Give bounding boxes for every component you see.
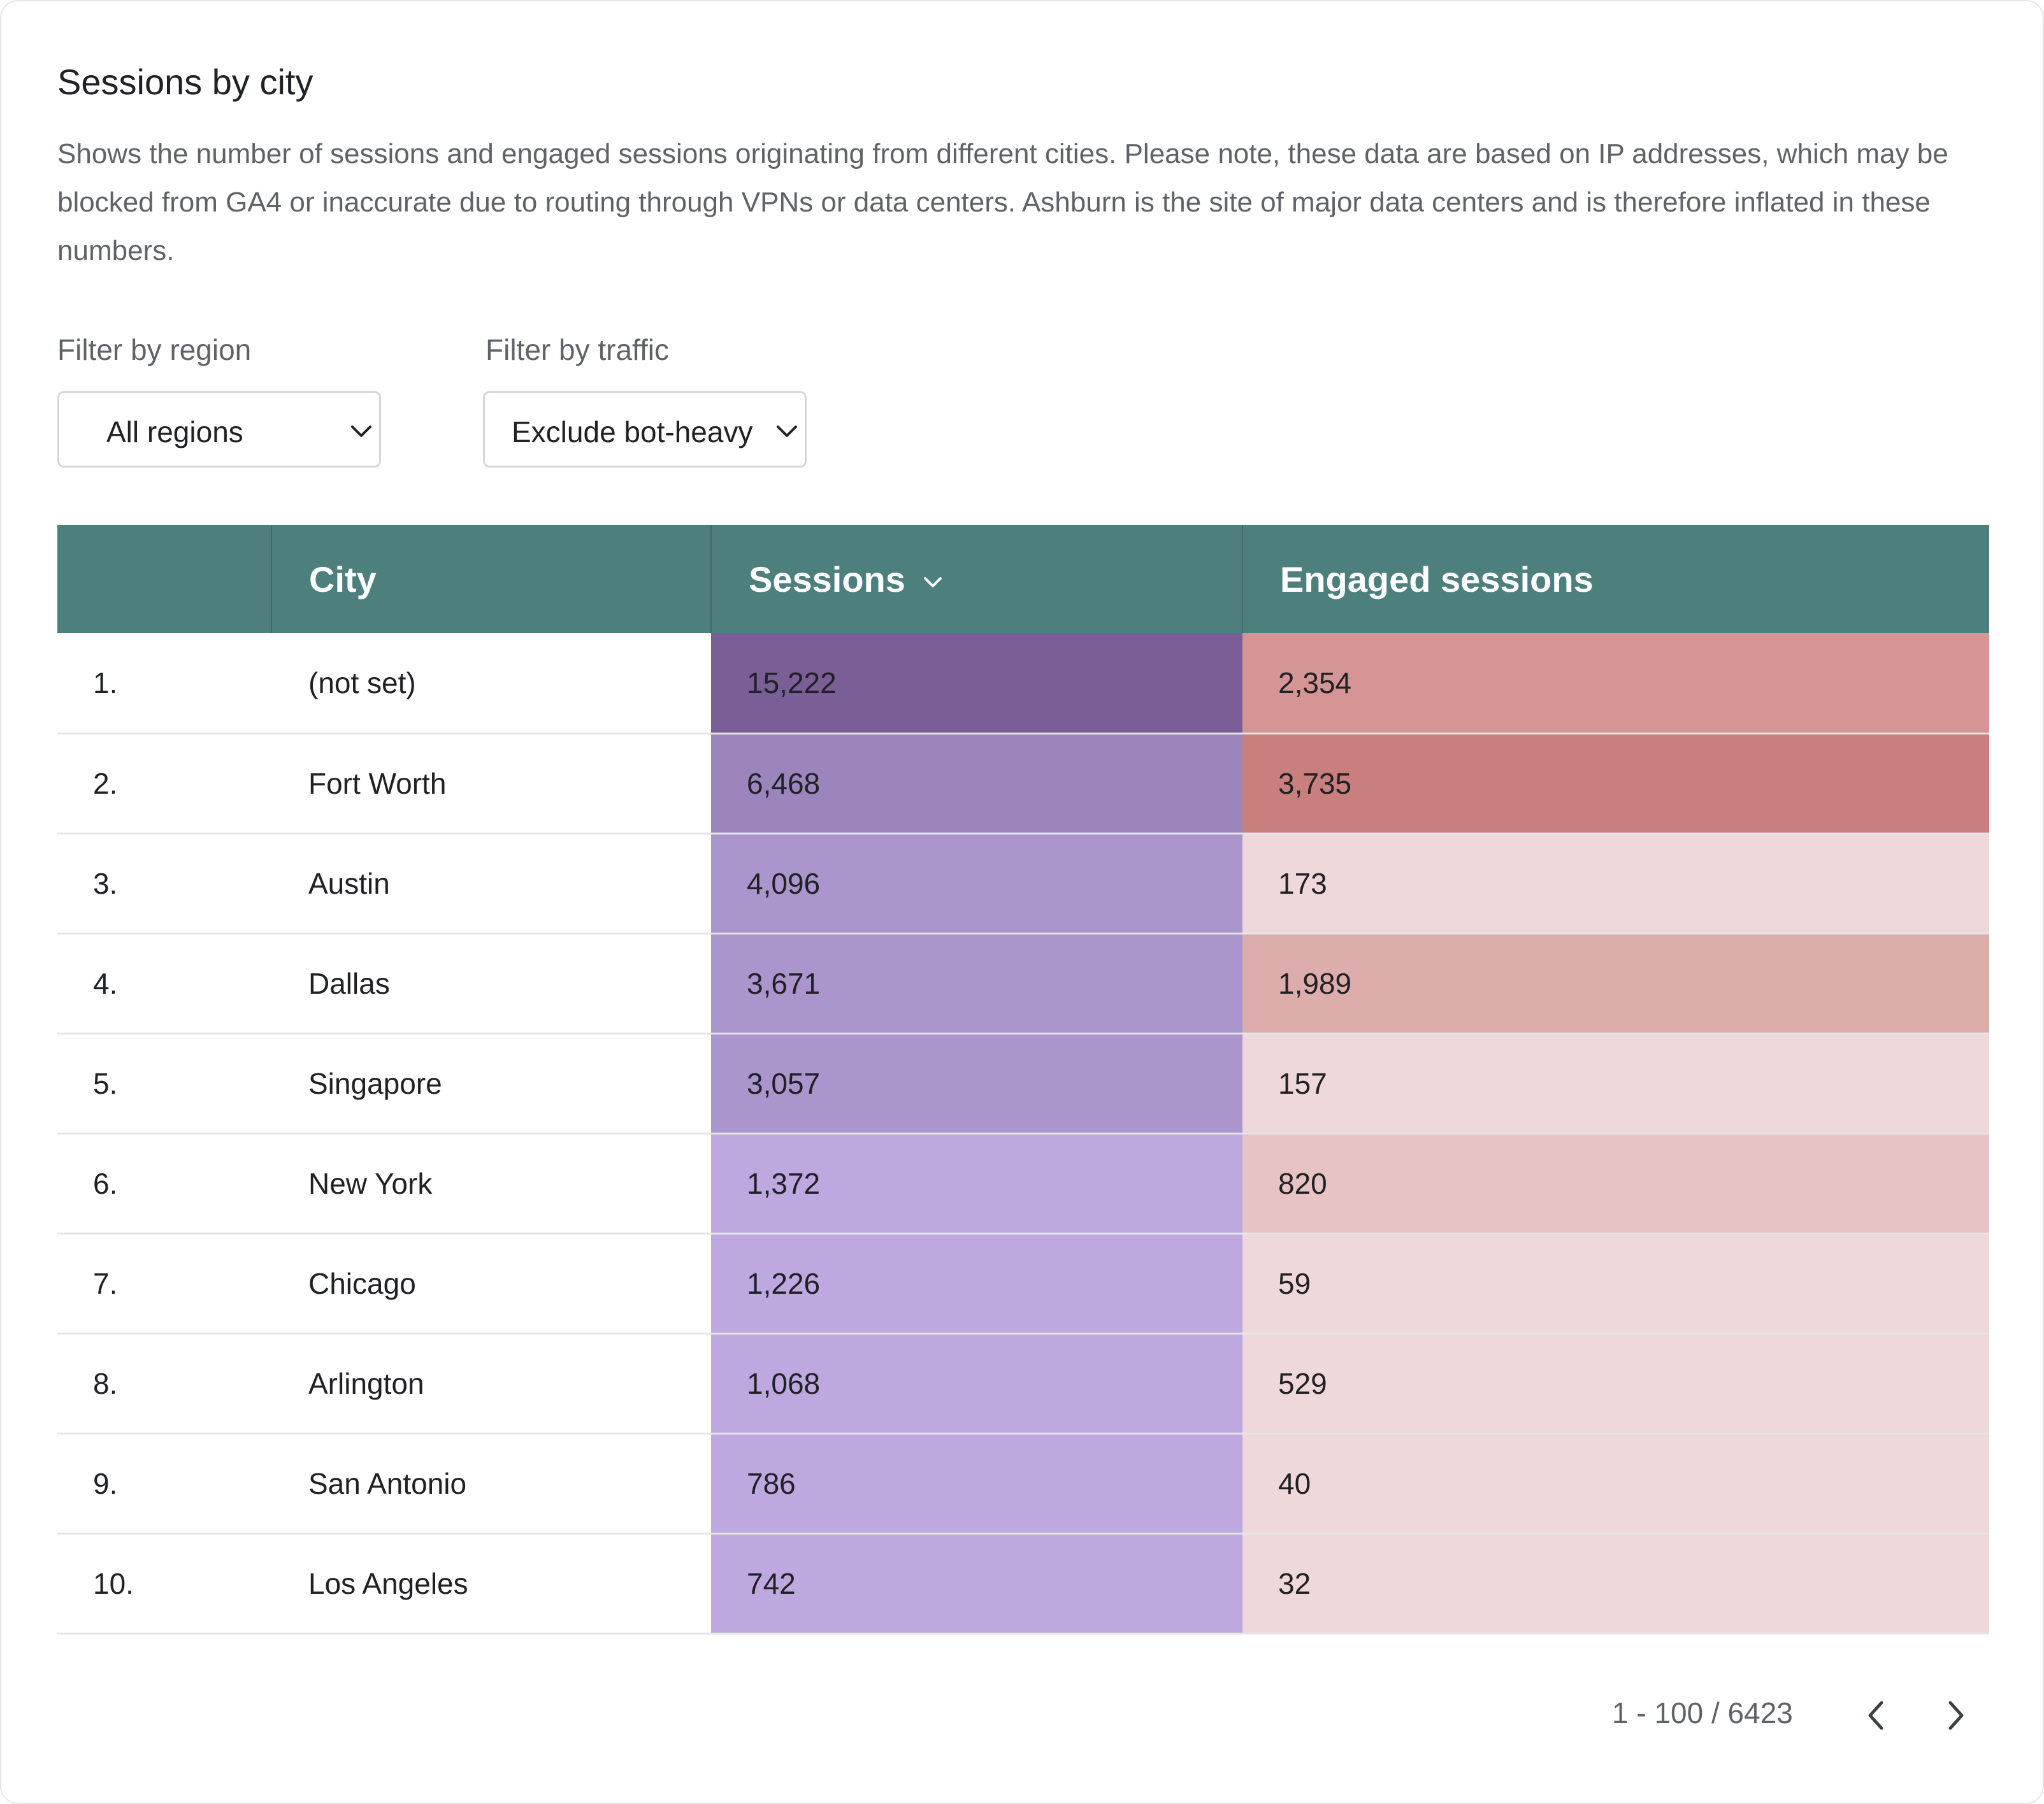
sessions-cell: 742 [711, 1533, 1242, 1635]
card-description: Shows the number of sessions and engaged… [57, 138, 1948, 266]
city-cell: Fort Worth [271, 733, 711, 834]
rank-cell: 1. [57, 633, 271, 734]
rank-cell: 5. [57, 1033, 271, 1135]
sessions-column-header[interactable]: Sessions [710, 525, 1242, 633]
table-header-row: City Sessions Engaged sessions [57, 525, 1989, 633]
engaged-sessions-cell: 59 [1242, 1233, 1989, 1335]
city-cell: Austin [271, 833, 711, 934]
table-row[interactable]: 8. Arlington 1,068 529 [57, 1333, 1989, 1435]
sessions-cell: 6,468 [711, 733, 1242, 834]
table-row[interactable]: 10. Los Angeles 742 32 [57, 1533, 1989, 1635]
city-cell: San Antonio [271, 1433, 711, 1535]
engaged-sessions-cell: 2,354 [1242, 633, 1989, 734]
sessions-cell: 15,222 [711, 633, 1242, 734]
chevron-down-icon [351, 426, 371, 437]
rank-cell: 3. [57, 833, 271, 934]
engaged-sessions-column-label: Engaged sessions [1280, 559, 1594, 599]
sessions-cell: 786 [711, 1433, 1242, 1535]
engaged-sessions-cell: 820 [1242, 1133, 1989, 1235]
table-row[interactable]: 4. Dallas 3,671 1,989 [57, 933, 1989, 1034]
rank-column-header [57, 525, 271, 633]
sessions-cell: 1,226 [711, 1233, 1242, 1335]
rank-cell: 2. [57, 733, 271, 834]
rank-cell: 4. [57, 933, 271, 1034]
card-title: Sessions by city [57, 62, 313, 102]
region-filter-value: All regions [106, 415, 243, 448]
city-cell: Chicago [271, 1233, 711, 1335]
engaged-sessions-cell: 40 [1242, 1433, 1989, 1535]
chevron-down-icon [777, 426, 797, 437]
engaged-sessions-cell: 173 [1242, 833, 1989, 934]
table-row[interactable]: 9. San Antonio 786 40 [57, 1433, 1989, 1535]
engaged-sessions-cell: 1,989 [1242, 933, 1989, 1034]
next-page-button[interactable] [1937, 1693, 1975, 1738]
sessions-cell: 3,057 [711, 1033, 1242, 1135]
traffic-filter-label: Filter by traffic [486, 333, 669, 366]
city-cell: (not set) [271, 633, 711, 734]
sessions-cell: 3,671 [711, 933, 1242, 1034]
city-sessions-table: City Sessions Engaged sessions 1. (not se… [57, 525, 1989, 1635]
rank-cell: 6. [57, 1133, 271, 1235]
rank-cell: 10. [57, 1533, 271, 1635]
city-column-label: City [309, 559, 377, 599]
engaged-sessions-column-header[interactable]: Engaged sessions [1242, 525, 1989, 633]
chevron-left-icon [1868, 1701, 1883, 1730]
table-row[interactable]: 2. Fort Worth 6,468 3,735 [57, 733, 1989, 834]
city-cell: Los Angeles [271, 1533, 711, 1635]
table-row[interactable]: 7. Chicago 1,226 59 [57, 1233, 1989, 1335]
table-row[interactable]: 1. (not set) 15,222 2,354 [57, 633, 1989, 734]
rank-cell: 8. [57, 1333, 271, 1435]
engaged-sessions-cell: 32 [1242, 1533, 1989, 1635]
table-row[interactable]: 5. Singapore 3,057 157 [57, 1033, 1989, 1135]
region-filter-label: Filter by region [57, 333, 252, 366]
engaged-sessions-cell: 157 [1242, 1033, 1989, 1135]
city-cell: New York [271, 1133, 711, 1235]
sessions-column-label: Sessions [749, 559, 905, 599]
city-cell: Arlington [271, 1333, 711, 1435]
previous-page-button[interactable] [1857, 1693, 1895, 1738]
engaged-sessions-cell: 529 [1242, 1333, 1989, 1435]
pagination-range: 1 - 100 / 6423 [1612, 1696, 1793, 1729]
engaged-sessions-cell: 3,735 [1242, 733, 1989, 834]
city-cell: Singapore [271, 1033, 711, 1135]
region-filter-select[interactable]: All regions [57, 391, 381, 468]
table-row[interactable]: 6. New York 1,372 820 [57, 1133, 1989, 1235]
sessions-cell: 4,096 [711, 833, 1242, 934]
rank-cell: 7. [57, 1233, 271, 1335]
sessions-cell: 1,372 [711, 1133, 1242, 1235]
rank-cell: 9. [57, 1433, 271, 1535]
city-column-header[interactable]: City [271, 525, 711, 633]
chevron-right-icon [1948, 1701, 1964, 1730]
sessions-cell: 1,068 [711, 1333, 1242, 1435]
city-cell: Dallas [271, 933, 711, 1034]
traffic-filter-select[interactable]: Exclude bot-heavy [483, 391, 807, 468]
table-row[interactable]: 3. Austin 4,096 173 [57, 833, 1989, 934]
traffic-filter-value: Exclude bot-heavy [512, 415, 753, 448]
sort-descending-chevron-icon [923, 576, 942, 587]
